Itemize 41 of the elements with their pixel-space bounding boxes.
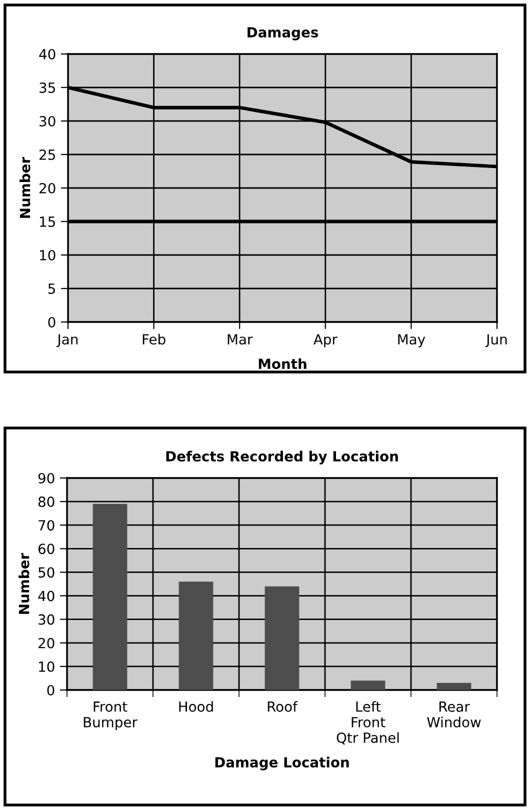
x-tick-label: Jun: [485, 334, 507, 348]
y-axis-title: Number: [18, 552, 30, 614]
chart-title: Damages: [248, 27, 318, 40]
y-axis-title: Number: [20, 156, 30, 218]
y-tick-label: 20: [40, 182, 56, 194]
x-tick-label: Feb: [142, 334, 166, 345]
x-axis-title: Damage Location: [215, 756, 349, 770]
y-tick-label: 30: [38, 614, 54, 625]
bar: [436, 682, 472, 690]
y-tick-label: 30: [40, 116, 56, 126]
y-tick-label: 5: [48, 284, 55, 294]
x-tick-label: May: [398, 334, 426, 348]
y-tick-label: 15: [40, 216, 55, 227]
y-tick-label: 40: [39, 48, 56, 60]
x-tick-label: Roof: [268, 701, 298, 712]
bar: [178, 582, 214, 690]
y-tick-label: 35: [40, 82, 55, 93]
y-tick-label: 10: [40, 250, 56, 260]
y-tick-label: 10: [39, 661, 54, 672]
x-tick-label: Hood: [179, 701, 213, 712]
x-tick-label: Mar: [228, 334, 253, 345]
y-tick-label: 0: [48, 316, 56, 328]
x-tick-label: Front Bumper: [84, 702, 138, 730]
y-tick-label: 60: [38, 544, 54, 554]
bar: [92, 504, 128, 690]
y-tick-label: 0: [47, 684, 54, 696]
y-tick-label: 40: [38, 590, 54, 602]
y-tick-label: 20: [38, 638, 54, 648]
y-tick-label: 70: [38, 520, 54, 531]
bar: [264, 586, 300, 690]
y-tick-label: 25: [40, 149, 55, 160]
x-axis-title: Month: [258, 358, 306, 370]
x-tick-label: Left Front Qtr Panel: [336, 701, 399, 745]
y-tick-label: 80: [38, 496, 54, 508]
x-tick-label: Jan: [56, 334, 78, 348]
x-tick-label: Rear Window: [427, 702, 481, 728]
y-tick-label: 90: [38, 472, 54, 484]
bar: [350, 680, 386, 690]
chart-title: Defects Recorded by Location: [166, 450, 398, 464]
x-tick-label: Apr: [313, 334, 338, 348]
y-tick-label: 50: [38, 567, 54, 578]
